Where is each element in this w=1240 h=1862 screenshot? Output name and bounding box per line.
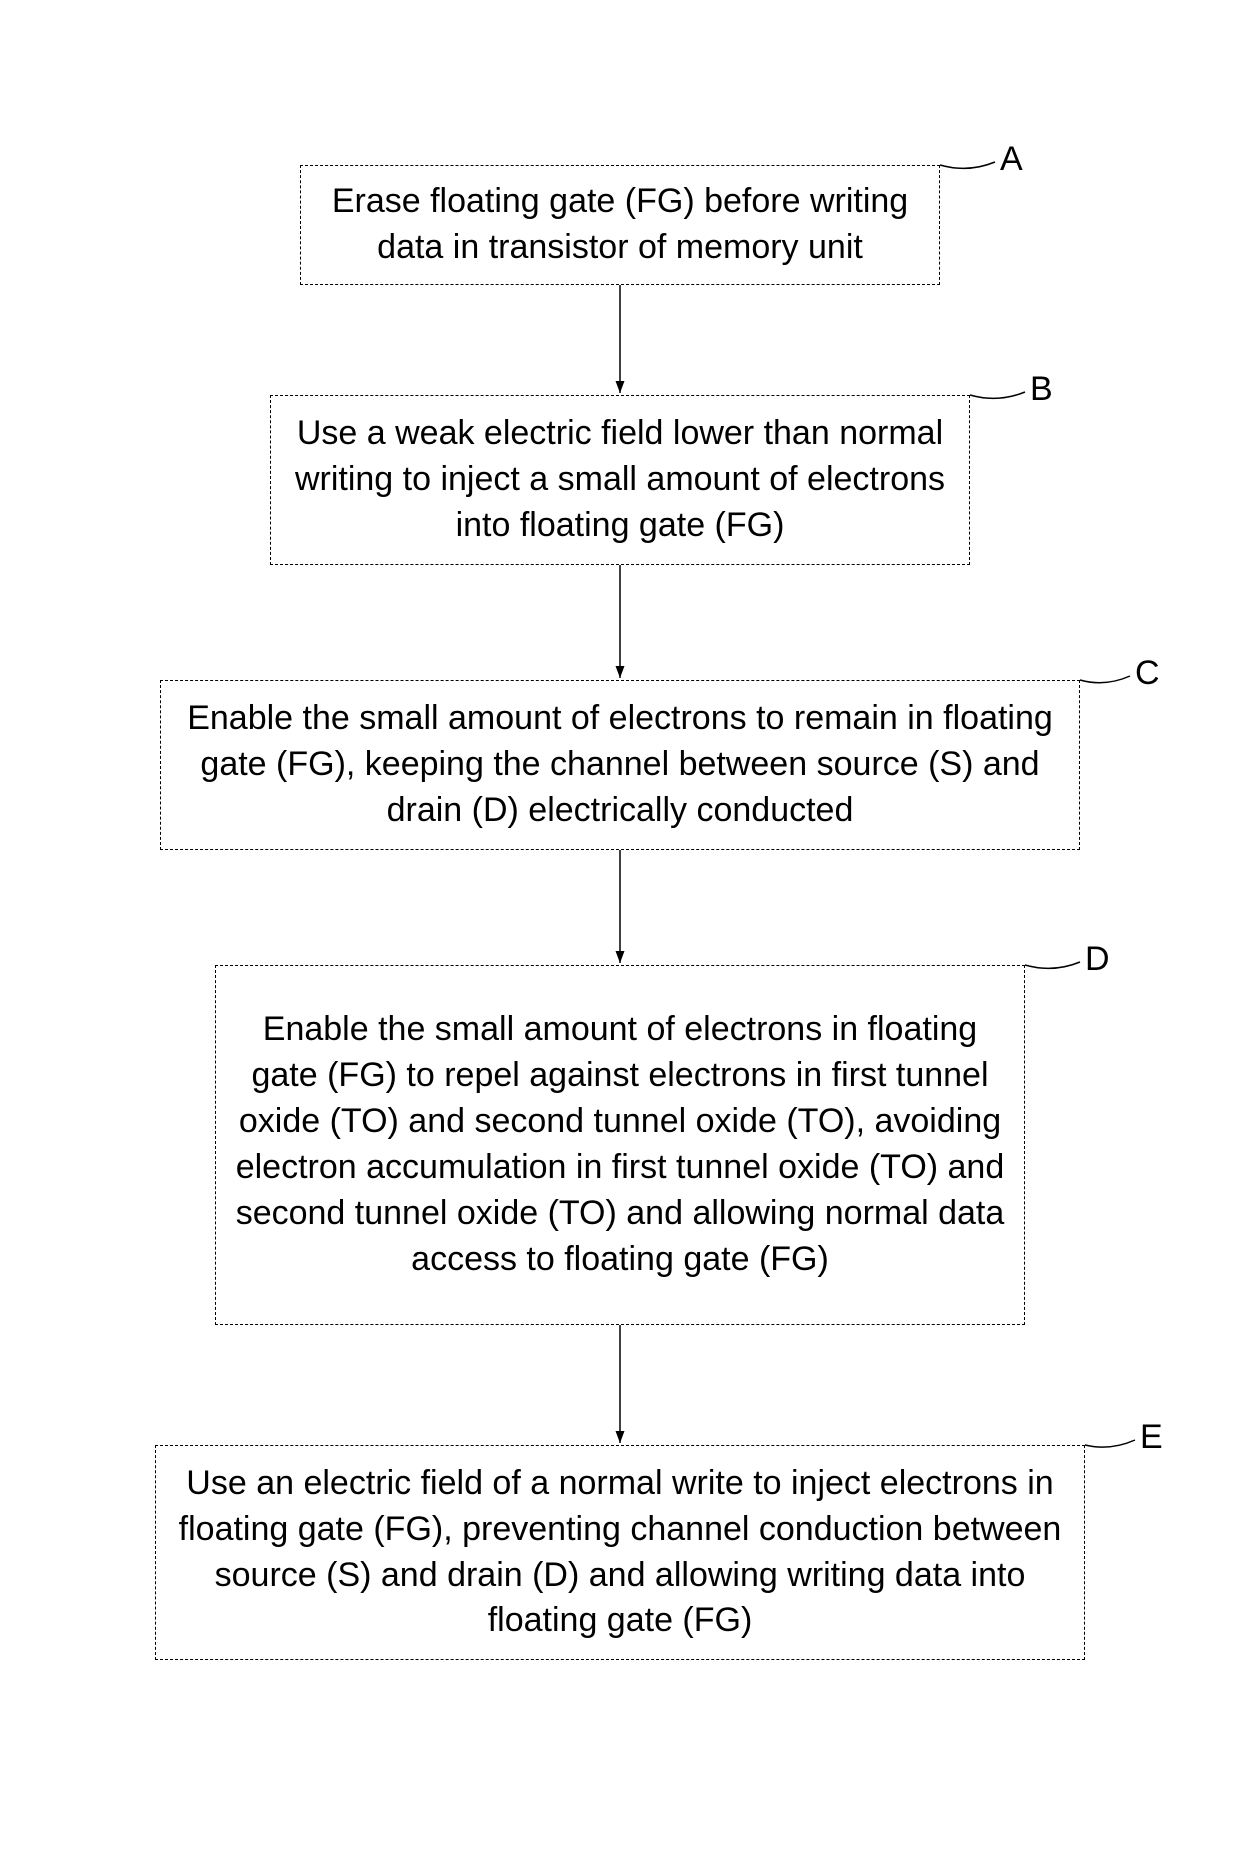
step-label-a: A (1000, 140, 1023, 179)
node-text: Use a weak electric field lower than nor… (289, 411, 951, 549)
flowchart-canvas: Erase floating gate (FG) before writing … (0, 0, 1240, 1862)
flowchart-node-b: Use a weak electric field lower than nor… (270, 395, 970, 565)
leader-a (940, 162, 995, 168)
leader-b (970, 392, 1025, 398)
leader-e (1085, 1440, 1135, 1447)
flowchart-node-d: Enable the small amount of electrons in … (215, 965, 1025, 1325)
node-text: Use an electric field of a normal write … (174, 1461, 1066, 1645)
step-label-e: E (1140, 1418, 1163, 1457)
leader-c (1080, 676, 1130, 683)
step-label-b: B (1030, 370, 1053, 409)
leader-d (1025, 962, 1080, 968)
node-text: Enable the small amount of electrons in … (234, 1007, 1006, 1282)
step-label-c: C (1135, 654, 1160, 693)
flowchart-node-e: Use an electric field of a normal write … (155, 1445, 1085, 1660)
flowchart-node-c: Enable the small amount of electrons to … (160, 680, 1080, 850)
node-text: Erase floating gate (FG) before writing … (319, 179, 921, 271)
node-text: Enable the small amount of electrons to … (179, 696, 1061, 834)
step-label-d: D (1085, 940, 1110, 979)
flowchart-node-a: Erase floating gate (FG) before writing … (300, 165, 940, 285)
